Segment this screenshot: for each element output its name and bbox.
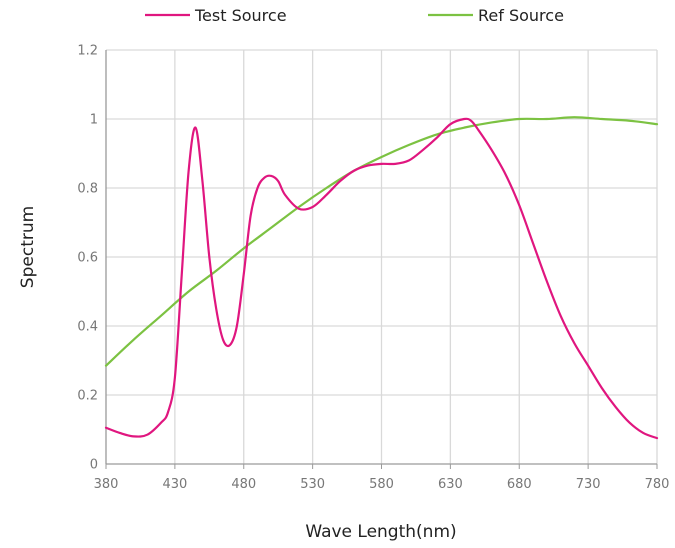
x-tick-label: 580: [369, 477, 394, 492]
legend: Test Source Ref Source: [145, 6, 564, 25]
legend-label-test-source: Test Source: [194, 6, 287, 25]
y-tick-label: 0: [90, 458, 98, 473]
series-lines: [104, 116, 659, 440]
legend-label-ref-source: Ref Source: [478, 6, 564, 25]
y-tick-label: 0.4: [77, 320, 98, 335]
y-tick-label: 1: [90, 113, 98, 128]
x-tick-label: 630: [438, 477, 463, 492]
grid-lines: [106, 49, 658, 464]
x-tick-label: 680: [507, 477, 532, 492]
y-tick-label: 1.2: [77, 44, 98, 59]
x-tick-label: 780: [645, 477, 670, 492]
y-tick-label: 0.6: [77, 251, 98, 266]
axes: [105, 50, 658, 469]
x-tick-label: 480: [231, 477, 256, 492]
series-line-ref-source: [104, 116, 659, 367]
y-axis-title: Spectrum: [18, 206, 38, 288]
y-tick-label: 0.2: [77, 389, 98, 404]
x-tick-label: 530: [300, 477, 325, 492]
tick-labels: 0 0.2 0.4 0.6 0.8 1 1.2 380 430 480 530 580 630 680 73…: [77, 44, 669, 493]
series-line-test-source: [104, 117, 659, 440]
x-tick-label: 380: [94, 477, 119, 492]
x-tick-label: 730: [576, 477, 601, 492]
y-tick-label: 0.8: [77, 182, 98, 197]
x-axis-title: Wave Length(nm): [305, 522, 456, 542]
x-tick-label: 430: [162, 477, 187, 492]
